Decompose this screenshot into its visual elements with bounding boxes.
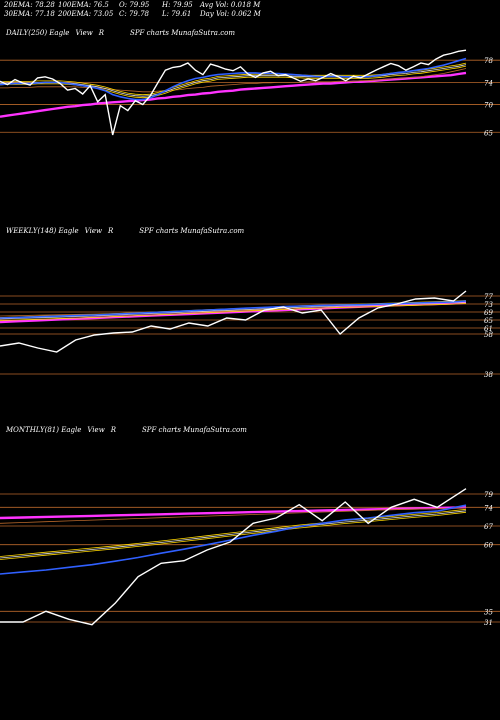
daily-ema200-line	[0, 71, 467, 118]
monthly-y-tick-label-2: 67	[484, 523, 493, 531]
weekly-y-tick-label-3: 65	[484, 317, 493, 325]
daily-symbol: R	[98, 29, 105, 37]
daily-label: DAILY(250) Eagle	[6, 29, 70, 37]
daily-y-tick-label-2: 70	[484, 102, 493, 110]
weekly-price-line	[0, 290, 467, 353]
weekly-ema20-line	[0, 300, 467, 319]
monthly-y-tick-label-0: 79	[484, 491, 493, 499]
daily-ema30-line-1	[0, 64, 467, 97]
weekly-y-tick-label-2: 69	[484, 309, 493, 317]
weekly-y-tick-label-6: 38	[484, 371, 493, 379]
ema30-stat: 30EMA: 77.18	[4, 10, 55, 18]
weekly-view-link[interactable]: View	[84, 227, 102, 235]
monthly-y-tick-label-5: 31	[484, 619, 493, 627]
weekly-y-tick-label-5: 58	[484, 331, 493, 339]
weekly-panel-title: WEEKLY(148) Eagle View R SPF charts MunafaS…	[6, 227, 250, 235]
close-stat: C: 79.78	[119, 10, 149, 18]
dayvol-stat: Day Vol: 0.062 M	[200, 10, 261, 18]
daily-chart: 78 74 70 65	[0, 49, 500, 137]
low-stat: L: 79.61	[162, 10, 192, 18]
monthly-ema30-line-1	[0, 510, 467, 559]
monthly-ema30-line-0	[0, 508, 467, 557]
open-stat: O: 79.95	[119, 1, 150, 9]
daily-price-line	[0, 49, 467, 136]
ema200-stat: 200EMA: 73.05	[58, 10, 114, 18]
daily-ema20-line	[0, 57, 467, 101]
daily-view-link[interactable]: View	[75, 29, 93, 37]
monthly-symbol: R	[110, 426, 116, 434]
weekly-label: WEEKLY(148) Eagle	[6, 227, 79, 235]
monthly-chart: 79 74 67 60 35 31	[0, 488, 500, 627]
weekly-ema30-line-2	[0, 303, 467, 321]
monthly-ema30-line-2	[0, 511, 467, 560]
monthly-label: MONTHLY(81) Eagle	[6, 426, 82, 434]
ema100-stat: 100EMA: 76.5	[58, 1, 109, 9]
monthly-panel-title: MONTHLY(81) Eagle View R SPF charts MunafaS…	[6, 426, 253, 434]
monthly-ema200-line	[0, 506, 467, 520]
weekly-y-tick-label-0: 77	[484, 293, 493, 301]
monthly-y-tick-label-4: 35	[484, 608, 493, 616]
monthly-view-link[interactable]: View	[87, 426, 105, 434]
monthly-y-tick-label-3: 60	[484, 542, 493, 550]
ema20-stat: 20EMA: 78.28	[4, 1, 55, 9]
daily-y-tick-label-0: 78	[484, 57, 493, 65]
monthly-ema20-line	[0, 504, 467, 575]
avgvol-stat: Avg Vol: 0.018 M	[200, 1, 261, 9]
high-stat: H: 79.95	[162, 1, 193, 9]
weekly-symbol: R	[107, 227, 114, 235]
daily-ema100-line	[0, 68, 467, 93]
weekly-y-tick-label-1: 73	[484, 301, 493, 309]
weekly-watermark: SPF charts MunafaSutra.com	[139, 227, 245, 235]
monthly-y-tick-label-1: 74	[484, 504, 493, 512]
weekly-y-tick-label-4: 61	[484, 325, 493, 333]
daily-panel-title: DAILY(250) Eagle View R SPF charts MunafaSu…	[6, 29, 241, 37]
daily-y-tick-label-1: 74	[484, 79, 493, 87]
monthly-ema100-line	[0, 507, 467, 524]
monthly-price-line	[0, 488, 467, 626]
daily-watermark: SPF charts MunafaSutra.com	[130, 29, 235, 37]
daily-y-tick-label-3: 65	[484, 129, 493, 137]
monthly-watermark: SPF charts MunafaSutra.com	[141, 426, 247, 434]
